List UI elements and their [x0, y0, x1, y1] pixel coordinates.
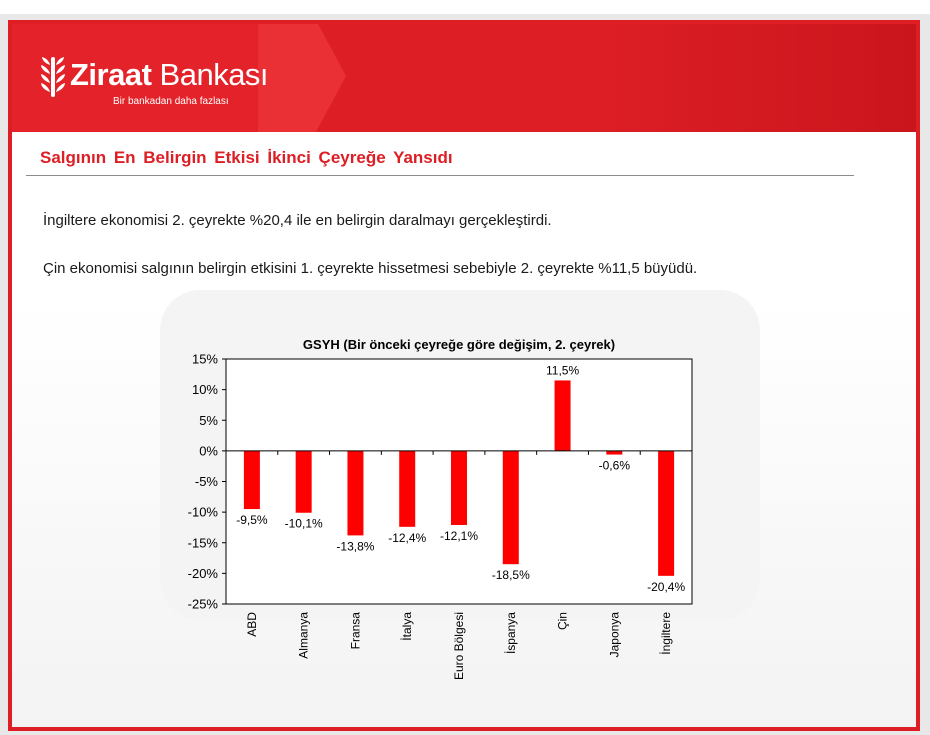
- logo-tab: [8, 20, 346, 132]
- data-label: -20,4%: [647, 580, 685, 594]
- data-label: -12,4%: [388, 531, 426, 545]
- y-tick-label: -5%: [195, 474, 219, 489]
- y-tick-label: 0%: [199, 443, 218, 458]
- y-axis: 15% 10% 5% 0% -5% -10% -15% -20% -25%: [188, 352, 226, 612]
- bar: [295, 450, 312, 513]
- y-tick-label: -15%: [188, 535, 219, 550]
- data-label: -13,8%: [336, 539, 374, 553]
- x-category-label: Euro Bölgesi: [452, 612, 466, 680]
- bar: [243, 450, 260, 510]
- bar: [451, 450, 467, 525]
- bar: [502, 450, 519, 565]
- gdp-bar-chart: GSYH (Bir önceki çeyreğe göre değişim, 2…: [188, 337, 693, 680]
- x-category-label: İspanya: [504, 612, 518, 654]
- data-label: -18,5%: [492, 568, 530, 582]
- data-label: -9,5%: [236, 513, 268, 527]
- x-category-label: Japonya: [607, 612, 621, 658]
- x-category-label: ABD: [245, 612, 259, 637]
- data-label: -12,1%: [440, 529, 478, 543]
- header-band-shade: [600, 20, 920, 132]
- brand-name-bold: Ziraat: [70, 57, 152, 92]
- slide-border: [8, 20, 920, 731]
- title-divider: [26, 175, 854, 176]
- x-category-label: Fransa: [348, 612, 362, 650]
- brand-slogan: Bir bankadan daha fazlası: [113, 96, 229, 107]
- brand-logo-text: Ziraat Bankası: [70, 57, 269, 93]
- bar: [658, 450, 675, 576]
- paragraph-china: Çin ekonomisi salgının belirgin etkisini…: [43, 260, 698, 277]
- y-tick-label: 10%: [192, 382, 218, 397]
- y-tick-label: -20%: [188, 566, 219, 581]
- data-label: 11,5%: [546, 363, 579, 377]
- bars: [243, 380, 675, 576]
- slide-title: Salgının En Belirgin Etkisi İkinci Çeyre…: [40, 148, 453, 167]
- x-category-label: Almanya: [297, 612, 311, 659]
- bar: [606, 450, 623, 455]
- x-axis: ABD Almanya Fransa İtalya Euro Bölgesi İspany…: [225, 450, 692, 680]
- y-tick-label: -25%: [188, 597, 219, 612]
- x-category-label: Çin: [556, 612, 570, 630]
- brand-name-light: Bankası: [151, 57, 269, 92]
- bar: [347, 450, 364, 536]
- wheat-logo-icon: [41, 57, 65, 97]
- y-tick-label: 15%: [192, 352, 218, 367]
- y-tick-label: -10%: [188, 505, 219, 520]
- x-category-label: İngiltere: [659, 612, 673, 655]
- data-label: -10,1%: [285, 517, 323, 531]
- chart-title: GSYH (Bir önceki çeyreğe göre değişim, 2…: [303, 337, 615, 352]
- data-labels: -9,5% -10,1% -13,8% -12,4% -12,1% -18,5% 11,5%…: [236, 363, 685, 593]
- x-category-label: İtalya: [400, 612, 414, 641]
- bar: [554, 380, 571, 451]
- bar: [399, 450, 416, 527]
- data-label: -0,6%: [599, 459, 631, 473]
- y-tick-label: 5%: [199, 413, 218, 428]
- paragraph-uk: İngiltere ekonomisi 2. çeyrekte %20,4 il…: [43, 212, 552, 229]
